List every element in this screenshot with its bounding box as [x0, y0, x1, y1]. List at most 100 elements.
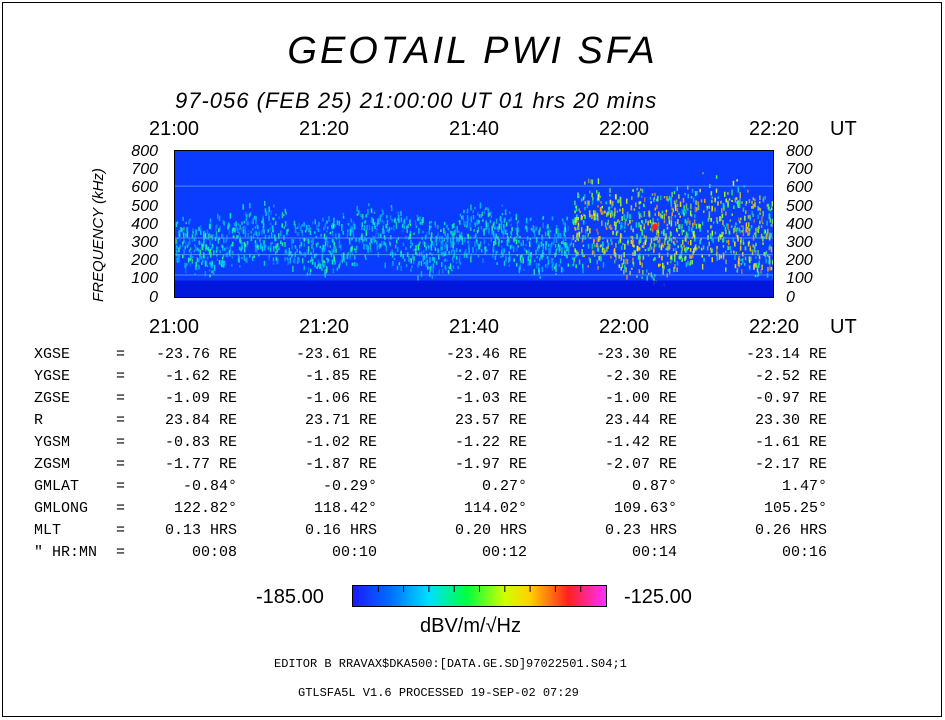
spectrogram-cell [624, 230, 626, 233]
spectrogram-cell [711, 230, 714, 236]
spectrogram-cell [361, 213, 364, 220]
spectrogram-cell [438, 254, 440, 260]
spectrogram-cell [554, 233, 556, 238]
spectrogram-cell [421, 251, 423, 257]
spectrogram-cell [333, 255, 335, 259]
ephemeris-cell: -0.29° [322, 478, 377, 495]
spectrogram-cell [766, 220, 768, 226]
spectrogram-cell [209, 218, 212, 223]
spectrogram-cell [206, 229, 209, 235]
spectrogram-cell [597, 245, 599, 251]
spectrogram-cell [596, 237, 599, 243]
spectrogram-cell [204, 271, 207, 277]
spectrogram-cell [558, 232, 560, 238]
spectrogram-cell [242, 230, 245, 234]
spectrogram-cell [586, 225, 588, 232]
spectrogram-cell [699, 188, 701, 193]
spectrogram-cell [566, 242, 568, 248]
spectrogram-cell [707, 230, 709, 233]
spectrogram-cell [498, 223, 501, 230]
spectrogram-cell [333, 250, 335, 254]
spectrogram-cell [748, 233, 750, 236]
spectrogram-cell [576, 250, 578, 257]
spectrogram-cell [609, 212, 612, 218]
spectrogram-cell [502, 224, 505, 228]
spectrogram-cell [650, 221, 653, 228]
spectrogram-cell [518, 240, 520, 244]
spectrogram-cell [329, 250, 332, 255]
spectrogram-cell [626, 259, 629, 265]
spectrogram-cell [406, 229, 408, 233]
spectrogram-cell [694, 244, 697, 250]
spectrogram-cell [321, 256, 323, 261]
spectrogram-cell [326, 226, 329, 230]
spectrogram-cell [429, 252, 431, 255]
spectrogram-cell [441, 236, 443, 242]
ephemeris-cell: 00:12 [481, 544, 527, 561]
spectrogram-cell [753, 232, 756, 235]
spectrogram-cell [585, 229, 587, 234]
spectrogram-cell [229, 213, 232, 219]
spectrogram-cell [470, 216, 472, 221]
spectrogram-cell [309, 227, 311, 233]
spectrogram-cell [766, 232, 768, 237]
ephemeris-cell: -1.22 RE [454, 434, 527, 451]
spectrogram-cell [332, 239, 335, 245]
spectrogram-cell [239, 238, 242, 244]
spectrogram-cell [494, 233, 496, 238]
spectrogram-cell [561, 247, 563, 253]
spectrogram-cell [617, 199, 619, 203]
spectrogram-cell [223, 247, 226, 251]
spectrogram-cell [645, 239, 647, 243]
spectrogram-cell [591, 214, 593, 220]
spectrogram-cell [447, 227, 449, 230]
spectrogram-cell [621, 263, 624, 268]
spectrogram-background [175, 151, 773, 297]
spectrogram-cell [428, 230, 430, 235]
spectrogram-cell [347, 229, 349, 235]
spectrogram-cell [498, 242, 500, 247]
spectrogram-cell [671, 212, 673, 216]
spectrogram-cell [200, 229, 202, 235]
spectrogram-cell [745, 210, 747, 214]
spectrogram-cell [549, 244, 552, 250]
spectrogram-cell [716, 217, 718, 223]
spectrogram-cell [721, 208, 723, 213]
spectrogram-cell [630, 235, 632, 239]
spectrogram-cell [631, 219, 634, 222]
spectrogram-cell [240, 227, 243, 233]
ephemeris-row-label: XGSE [34, 346, 71, 363]
spectrogram-cell [541, 257, 543, 260]
spectrogram-cell [216, 224, 218, 229]
spectrogram-cell [260, 242, 262, 249]
spectrogram-cell [577, 220, 579, 223]
spectrogram-cell [473, 229, 475, 232]
spectrogram-cell [255, 218, 257, 224]
spectrogram-cell [701, 254, 703, 258]
spectrogram-cell [189, 239, 191, 245]
spectrogram-cell [409, 230, 412, 237]
spectrogram-cell [633, 208, 636, 211]
spectrogram-cell [238, 246, 241, 251]
spectrogram-cell [754, 198, 756, 202]
spectrogram-cell [198, 259, 200, 263]
spectrogram-cell [390, 205, 393, 208]
spectrogram-cell [252, 233, 255, 239]
spectrogram-cell [361, 227, 363, 230]
spectrogram-cell [217, 238, 220, 244]
spectrogram-cell [336, 220, 339, 226]
spectrogram-cell [252, 218, 254, 225]
spectrogram-cell [435, 261, 438, 265]
spectrogram-cell [680, 255, 683, 259]
spectrogram-cell [575, 264, 577, 269]
spectrogram-cell [702, 172, 704, 175]
spectrogram-cell [332, 234, 334, 237]
spectrogram-cell [555, 228, 558, 234]
spectrogram-cell [444, 244, 446, 250]
spectrogram-cell [623, 269, 625, 275]
spectrogram-cell [209, 249, 211, 252]
spectrogram-cell [752, 244, 754, 248]
spectrogram-cell [314, 219, 316, 225]
spectrogram-cell [686, 220, 688, 226]
spectrogram-cell [574, 200, 576, 206]
